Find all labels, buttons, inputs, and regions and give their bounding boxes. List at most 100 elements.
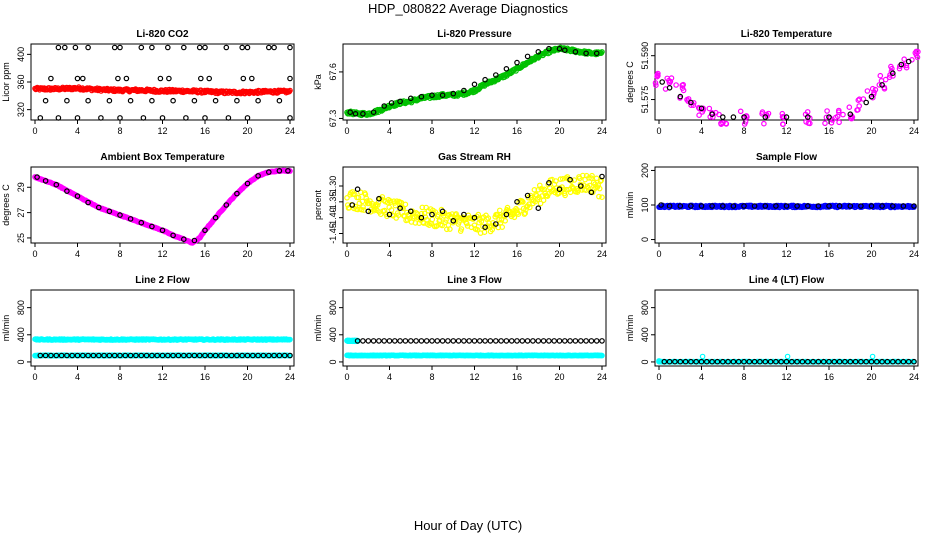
series	[55, 44, 293, 51]
data-point	[847, 203, 854, 209]
data-point	[799, 358, 806, 365]
data-point	[911, 203, 917, 209]
data-point	[822, 120, 828, 127]
x-tick-label: 8	[117, 126, 122, 136]
x-tick-label: 24	[285, 126, 295, 136]
x-tick-label: 12	[469, 372, 479, 382]
x-tick-label: 8	[741, 372, 746, 382]
x-tick-label: 8	[741, 249, 746, 259]
data-point	[397, 338, 403, 344]
panel-title: Line 4 (LT) Flow	[749, 275, 825, 286]
data-point	[563, 186, 570, 193]
data-point	[589, 172, 595, 179]
x-tick-label: 20	[866, 126, 876, 136]
data-point	[561, 338, 568, 344]
data-point	[599, 49, 605, 55]
data-point	[485, 215, 492, 221]
data-point	[106, 352, 113, 359]
y-axis-label: kPa	[313, 74, 323, 90]
data-point	[165, 44, 171, 51]
data-point	[803, 119, 809, 125]
data-point	[820, 358, 827, 365]
x-tick-label: 12	[781, 126, 791, 136]
x-tick-label: 20	[554, 372, 564, 382]
data-point	[85, 97, 91, 104]
data-point	[677, 93, 684, 100]
data-point	[80, 352, 86, 359]
data-point	[37, 352, 44, 359]
data-point	[395, 212, 402, 219]
x-tick-label: 4	[387, 126, 392, 136]
panel-1: Li-820 CO2 0 4 8 12 16 20 24 320 360 400 Licor ppm	[1, 29, 295, 136]
data-point	[751, 358, 758, 365]
data-point	[255, 173, 261, 179]
data-point	[869, 353, 876, 360]
y-axis: 25 27 29	[16, 182, 31, 243]
data-point	[434, 338, 441, 344]
data-point	[96, 204, 102, 211]
x-tick-label: 12	[157, 372, 167, 382]
data-point	[74, 115, 81, 121]
data-point	[876, 82, 883, 88]
data-point	[72, 44, 79, 51]
data-point	[596, 185, 603, 192]
series	[344, 172, 605, 236]
data-point	[832, 114, 839, 121]
y-axis-label: ml/min	[625, 192, 635, 219]
data-point	[514, 199, 520, 205]
data-point	[111, 352, 118, 359]
data-point	[903, 62, 910, 69]
data-point	[779, 110, 786, 117]
data-point	[159, 352, 166, 359]
data-point	[234, 97, 240, 104]
data-point	[759, 109, 766, 115]
data-point	[255, 352, 261, 359]
data-point	[352, 111, 359, 117]
data-point	[265, 169, 272, 175]
data-point	[461, 338, 467, 344]
panel-title: Li-820 Pressure	[437, 29, 512, 40]
data-point	[360, 338, 366, 344]
plot-area	[32, 44, 293, 121]
data-point	[556, 186, 563, 193]
data-point	[287, 44, 293, 51]
x-tick-label: 20	[866, 372, 876, 382]
data-point	[693, 358, 700, 365]
data-point	[831, 358, 838, 365]
data-point	[553, 185, 560, 191]
data-point	[858, 203, 864, 209]
data-point	[824, 108, 830, 114]
panel-3: Li-820 Temperature 0 4 8 12 16 20 24 51.575 51.59…	[625, 29, 921, 136]
data-point	[494, 212, 501, 218]
data-point	[761, 120, 767, 127]
data-point	[287, 115, 293, 121]
data-point	[561, 47, 568, 54]
data-point	[659, 79, 666, 85]
data-point	[778, 358, 785, 365]
data-point	[55, 115, 62, 121]
data-point	[285, 168, 291, 174]
plot-frame	[30, 43, 295, 121]
series	[659, 58, 912, 120]
data-point	[225, 115, 232, 121]
x-tick-label: 16	[824, 126, 834, 136]
data-point	[407, 95, 414, 102]
data-point	[360, 204, 366, 210]
data-point	[553, 178, 559, 184]
data-point	[149, 223, 155, 230]
data-point	[868, 358, 875, 365]
data-point	[652, 80, 659, 86]
data-point	[85, 352, 91, 359]
data-point	[265, 352, 272, 359]
x-tick-label: 0	[344, 372, 349, 382]
data-point	[751, 203, 758, 209]
data-point	[744, 114, 750, 120]
data-point	[794, 203, 800, 209]
data-point	[450, 218, 457, 224]
x-tick-label: 0	[656, 126, 661, 136]
data-point	[207, 352, 214, 359]
data-point	[827, 115, 834, 122]
y-tick-label: -1.40	[328, 207, 338, 228]
data-point	[287, 168, 293, 174]
x-tick-label: 0	[344, 249, 349, 259]
